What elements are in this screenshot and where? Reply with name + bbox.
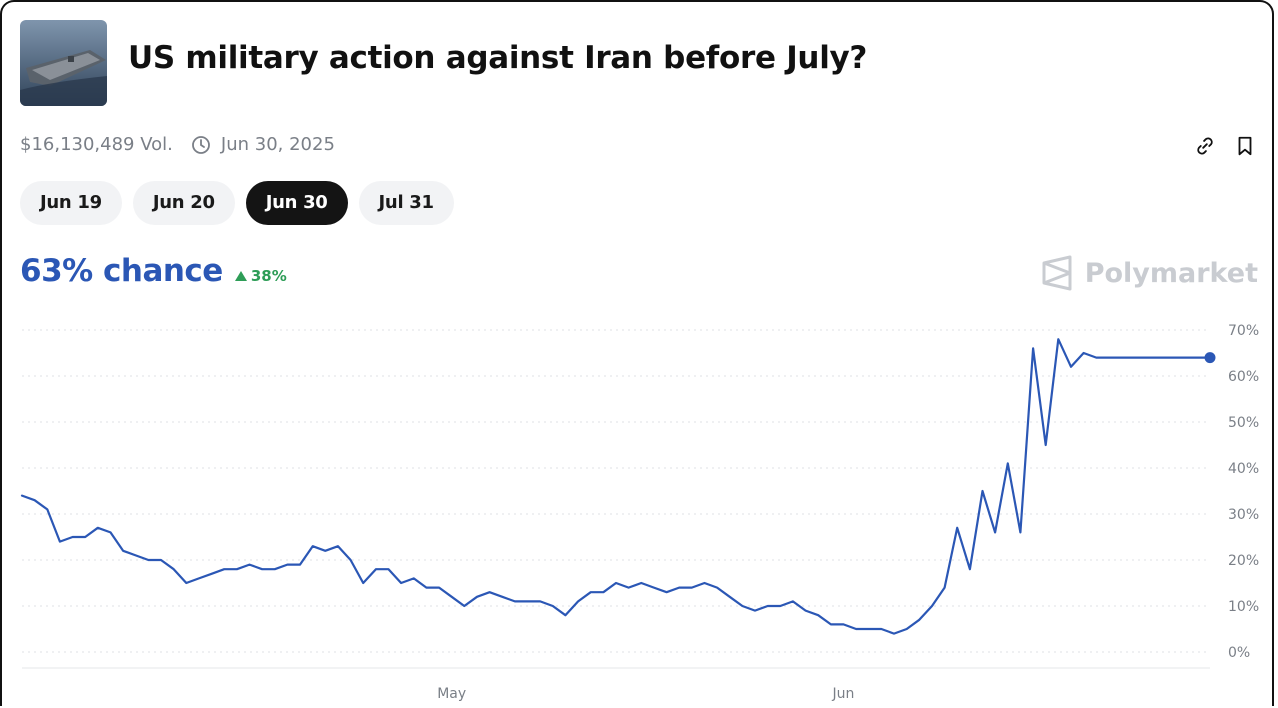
chart-gridlines [22, 329, 1210, 669]
market-actions [1194, 134, 1256, 158]
y-tick-label: 30% [1228, 507, 1259, 523]
chance-delta: 38% [234, 267, 287, 285]
tab-jun-19[interactable]: Jun 19 [20, 181, 122, 225]
y-tick-label: 20% [1228, 553, 1259, 569]
x-axis-ticks: May Jun [437, 686, 854, 702]
tab-jul-31[interactable]: Jul 31 [358, 181, 454, 225]
polymarket-logo-icon [1042, 255, 1072, 291]
brand-name: Polymarket [1084, 257, 1258, 289]
volume-text: $16,130,489 Vol. [20, 134, 173, 155]
market-thumbnail [20, 20, 107, 106]
y-tick-label: 10% [1228, 599, 1259, 615]
y-axis-ticks: 0% 10% 20% 30% 40% 50% 60% 70% [1228, 323, 1259, 661]
bookmark-icon[interactable] [1234, 134, 1256, 158]
y-tick-label: 0% [1228, 645, 1250, 661]
chance-percent: 63% chance [20, 253, 223, 289]
date-tabs: Jun 19 Jun 20 Jun 30 Jul 31 [20, 181, 454, 225]
series-end-dot[interactable] [1204, 352, 1216, 364]
end-date-text: Jun 30, 2025 [220, 134, 335, 155]
tab-jun-30[interactable]: Jun 30 [245, 181, 348, 225]
chance-delta-value: 38% [250, 267, 287, 285]
y-tick-label: 40% [1228, 461, 1259, 477]
link-icon[interactable] [1194, 134, 1216, 158]
market-meta: $16,130,489 Vol. Jun 30, 2025 [20, 134, 335, 155]
y-tick-label: 70% [1228, 323, 1259, 339]
series-line [20, 338, 1212, 635]
triangle-up-icon [234, 271, 247, 281]
market-title: US military action against Iran before J… [128, 40, 868, 76]
clock-icon [191, 135, 210, 154]
price-chart: 0% 10% 20% 30% 40% 50% 60% 70% May Jun [20, 323, 1259, 702]
x-tick-label: May [437, 686, 466, 702]
x-tick-label: Jun [832, 686, 855, 702]
polymarket-brand: Polymarket [1041, 255, 1258, 291]
y-tick-label: 60% [1228, 369, 1259, 385]
chance-summary: 63% chance 38% [20, 253, 287, 289]
chart-series [20, 338, 1216, 635]
tab-jun-20[interactable]: Jun 20 [132, 181, 235, 225]
y-tick-label: 50% [1228, 415, 1259, 431]
